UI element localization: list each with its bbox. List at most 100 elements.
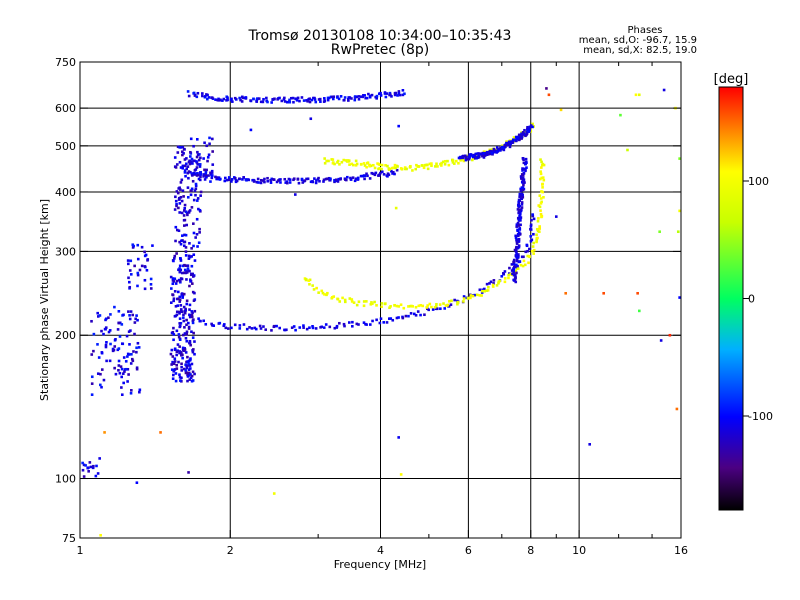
data-point [521, 264, 525, 268]
data-point [482, 151, 486, 155]
data-point [317, 176, 320, 180]
data-point [188, 371, 191, 375]
data-point [128, 314, 131, 317]
data-point [198, 208, 202, 212]
data-point [217, 176, 221, 179]
data-point [426, 304, 429, 307]
data-point [513, 265, 517, 268]
data-point [357, 300, 361, 304]
data-point [197, 158, 201, 162]
data-point [199, 156, 202, 160]
data-point [176, 145, 180, 149]
data-point [175, 350, 179, 354]
data-point [513, 138, 517, 142]
data-point [515, 139, 518, 142]
data-point [206, 156, 210, 159]
data-point [98, 457, 101, 460]
data-point [481, 154, 485, 158]
colorbar-tick-label: -100 [748, 410, 773, 423]
data-point [440, 164, 443, 167]
data-point [456, 302, 459, 306]
data-point [184, 351, 188, 354]
data-point [539, 158, 542, 161]
colorbar-label: [deg] [714, 72, 749, 87]
data-point [105, 359, 108, 363]
data-point [175, 363, 178, 367]
data-point [238, 327, 242, 330]
data-point [517, 136, 520, 140]
data-point [535, 227, 539, 231]
data-point [181, 296, 184, 299]
data-point [178, 350, 182, 353]
data-point [393, 172, 396, 176]
data-point [676, 230, 680, 234]
data-point [186, 195, 190, 199]
data-point [96, 372, 100, 375]
data-point [327, 159, 330, 163]
data-point [348, 297, 352, 300]
data-point [292, 177, 296, 181]
data-point [184, 250, 188, 253]
data-point [385, 174, 389, 177]
data-point [380, 163, 384, 167]
data-point [131, 243, 135, 247]
data-point [365, 165, 368, 169]
data-point [289, 96, 293, 100]
data-point [98, 314, 102, 317]
data-point [188, 315, 192, 319]
data-point [104, 326, 108, 329]
x-tick-label: 4 [377, 544, 384, 557]
data-point [414, 167, 418, 171]
data-point [170, 368, 174, 371]
data-point [217, 97, 220, 101]
data-point [516, 267, 520, 270]
data-point [435, 307, 439, 311]
data-point [393, 93, 397, 97]
data-point [523, 133, 526, 136]
data-point [171, 277, 175, 280]
data-point [519, 223, 522, 227]
data-point [178, 310, 181, 314]
data-point [103, 431, 106, 434]
data-point [495, 284, 499, 287]
data-point [279, 178, 282, 181]
data-point [361, 95, 364, 99]
data-point [382, 321, 386, 324]
data-point [520, 192, 524, 196]
data-point [371, 163, 375, 167]
data-point [451, 159, 455, 163]
data-point [309, 117, 313, 121]
data-point [238, 96, 241, 100]
data-point [678, 209, 681, 213]
data-point [515, 238, 518, 242]
data-point [528, 247, 531, 251]
chart-title: Tromsø 20130108 10:34:00–10:35:43 [248, 28, 512, 44]
data-point [540, 166, 543, 169]
data-point [184, 264, 188, 268]
data-point [332, 95, 336, 99]
data-point [196, 245, 199, 248]
data-point [368, 164, 371, 168]
data-point [178, 269, 182, 273]
data-point [362, 94, 365, 97]
data-point [250, 327, 254, 330]
data-point [357, 97, 361, 101]
data-point [328, 178, 331, 182]
data-point [104, 317, 108, 321]
data-point [120, 342, 124, 345]
data-point [239, 98, 242, 102]
data-point [486, 289, 490, 292]
data-point [330, 296, 334, 299]
data-point [383, 91, 387, 94]
data-point [245, 178, 248, 182]
data-point [331, 158, 335, 161]
data-point [175, 310, 179, 314]
data-point [182, 152, 185, 155]
data-point [199, 173, 202, 176]
data-point [175, 353, 178, 357]
data-point [311, 284, 314, 287]
data-point [230, 98, 233, 101]
data-point [175, 163, 179, 166]
data-point [211, 137, 214, 141]
data-point [127, 373, 130, 376]
